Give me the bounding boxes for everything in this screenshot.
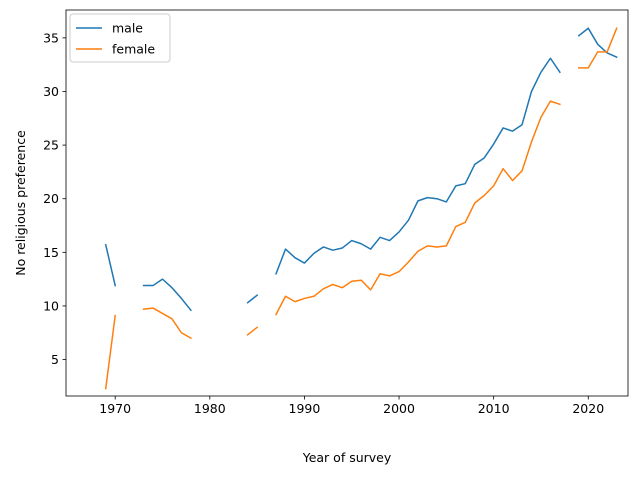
y-axis-ticks: 5 10 15 20 25 30 35 (43, 30, 66, 367)
series-line-male-segment-5 (577, 27, 618, 59)
series-line-male-segment-1 (104, 243, 117, 287)
series-line-male-segment-2 (142, 278, 192, 312)
axes-frame (65, 9, 629, 397)
legend-label-female: female (112, 42, 155, 57)
x-tick-label: 1970 (99, 401, 131, 416)
series-line-female-segment-5 (578, 27, 618, 69)
x-tick-label: 1980 (194, 401, 226, 416)
y-tick-label: 5 (51, 352, 59, 367)
series-line-female-segment-3 (246, 326, 259, 336)
x-tick-label: 1990 (289, 401, 321, 416)
y-tick-label: 25 (43, 138, 59, 153)
series-line-male-segment-3 (246, 294, 259, 304)
x-tick-label: 2020 (572, 401, 604, 416)
x-axis-ticks: 1970 1980 1990 2000 2010 2020 (99, 396, 604, 416)
plot-area (66, 10, 628, 396)
y-tick-label: 20 (43, 191, 59, 206)
y-tick-label: 10 (43, 298, 59, 313)
legend-label-male: male (112, 21, 143, 36)
series-line-female-segment-4 (275, 100, 561, 316)
y-tick-label: 35 (43, 30, 59, 45)
axes-spines (65, 9, 629, 397)
series-layer (104, 27, 618, 390)
x-tick-label: 2010 (478, 401, 510, 416)
legend: male female (69, 13, 171, 63)
legend-box (69, 13, 171, 63)
y-tick-label: 15 (43, 245, 59, 260)
x-axis-label: Year of survey (302, 450, 392, 465)
series-line-male-segment-4 (275, 57, 561, 275)
y-axis-label: No religious preference (13, 130, 28, 276)
x-tick-label: 2000 (383, 401, 415, 416)
y-tick-label: 30 (43, 84, 59, 99)
series-line-female-segment-2 (142, 307, 192, 340)
series-line-female-segment-1 (104, 314, 117, 390)
